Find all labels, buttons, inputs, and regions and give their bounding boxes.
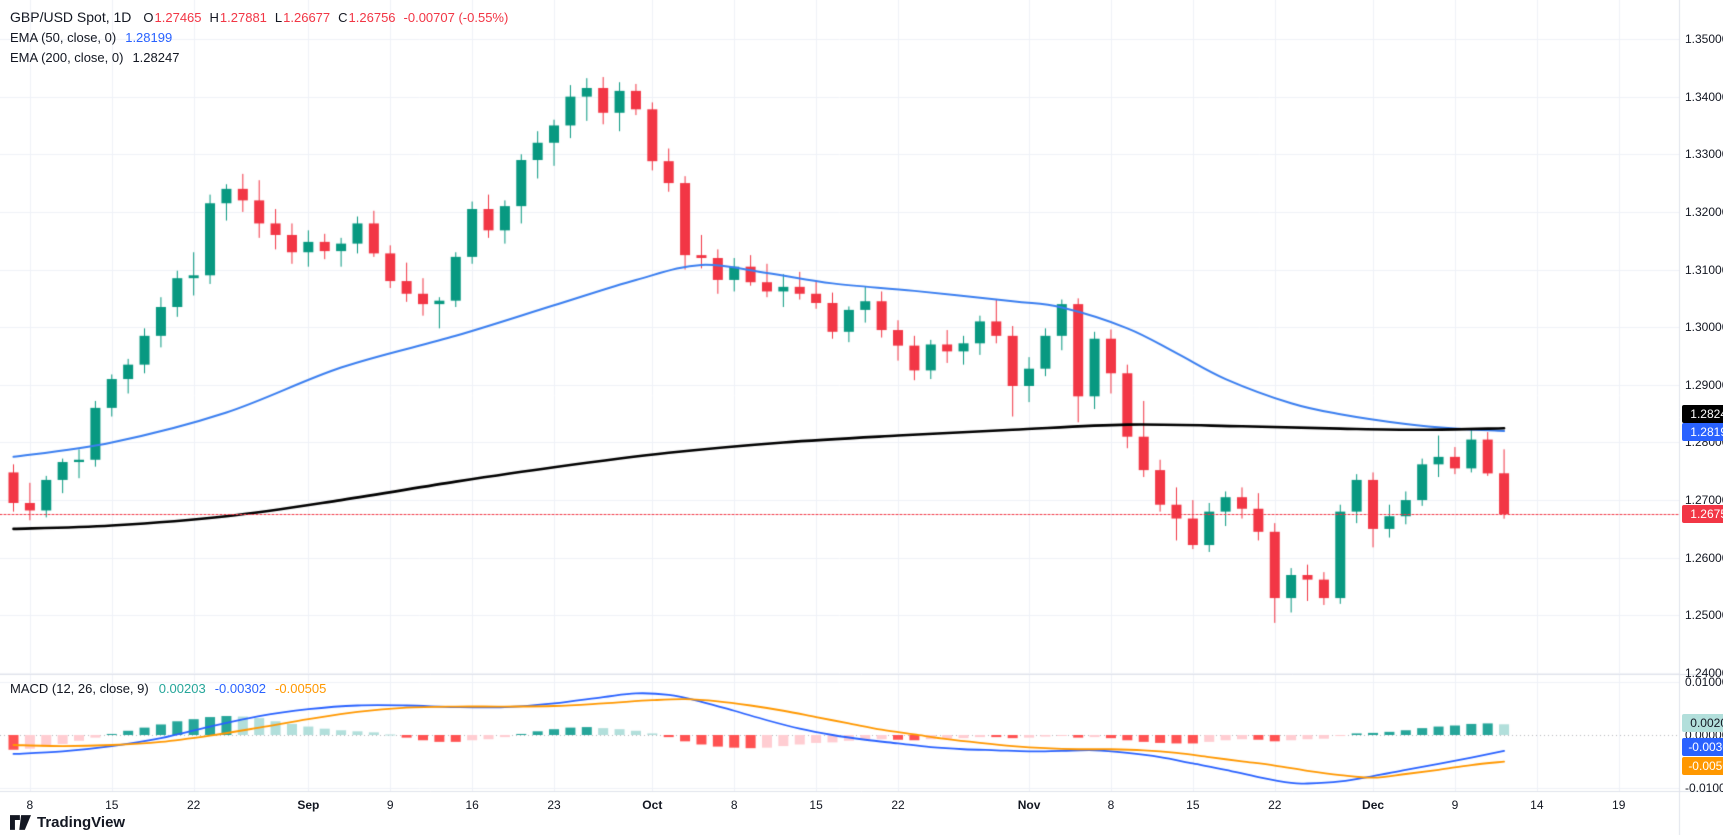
- time-tick-label: 16: [465, 798, 479, 812]
- ema200-price-badge: 1.28247: [1682, 405, 1723, 424]
- price-tick-label: 1.30000: [1685, 320, 1723, 335]
- ema50-legend[interactable]: EMA (50, close, 0) 1.28199: [10, 27, 508, 47]
- price-tick-label: 1.35000: [1685, 32, 1723, 46]
- ema50-label: EMA (50, close, 0): [10, 29, 117, 45]
- time-tick-label: 8: [730, 798, 738, 812]
- time-tick-label: Nov: [1017, 798, 1041, 812]
- high-pair: H1.27881: [210, 10, 267, 25]
- time-tick-label: 8: [26, 798, 34, 812]
- macd-signal-value: -0.00505: [275, 680, 327, 696]
- last-price-badge: 1.26756: [1682, 505, 1723, 524]
- open-label: O: [143, 9, 154, 25]
- open-value: 1.27465: [154, 9, 202, 25]
- macd-signal-badge: -0.00505: [1682, 756, 1723, 775]
- close-pair: C1.26756: [338, 10, 395, 25]
- symbol-title: GBP/USD Spot, 1D: [10, 9, 132, 25]
- price-tick-label: 1.27000: [1685, 493, 1723, 508]
- time-tick-label: Sep: [297, 798, 320, 812]
- open-pair: O1.27465: [143, 10, 201, 25]
- time-tick-label: 15: [809, 798, 823, 812]
- low-value: 1.26677: [283, 9, 331, 25]
- high-label: H: [209, 9, 219, 25]
- price-tick-label: 1.25000: [1685, 608, 1723, 623]
- low-pair: L1.26677: [275, 10, 330, 25]
- time-tick-label: Dec: [1362, 798, 1385, 812]
- time-tick-label: 22: [186, 798, 201, 812]
- change-value: -0.00707 (-0.55%): [403, 9, 509, 25]
- tradingview-logo-icon: [10, 815, 31, 830]
- macd-hist-badge: 0.00203: [1682, 714, 1723, 733]
- time-tick-label: 22: [891, 798, 905, 812]
- low-label: L: [274, 9, 283, 25]
- time-tick-label: 9: [1451, 798, 1459, 812]
- price-tick-label: 1.31000: [1685, 262, 1723, 277]
- close-label: C: [338, 9, 348, 25]
- close-value: 1.26756: [348, 9, 396, 25]
- price-tick-label: 1.33000: [1685, 147, 1723, 162]
- ema50-price-badge: 1.28199: [1682, 422, 1723, 441]
- time-tick-label: 14: [1530, 798, 1544, 812]
- price-tick-label: 1.34000: [1685, 89, 1723, 104]
- macd-hist-value: 0.00203: [158, 680, 206, 696]
- symbol-legend[interactable]: GBP/USD Spot, 1D O1.27465 H1.27881 L1.26…: [10, 7, 508, 27]
- time-tick-label: 19: [1612, 798, 1626, 812]
- ema200-label: EMA (200, close, 0): [10, 49, 124, 65]
- tradingview-watermark[interactable]: TradingView: [10, 814, 125, 831]
- macd-legend[interactable]: MACD (12, 26, close, 9) 0.00203 -0.00302…: [10, 678, 326, 698]
- macd-label: MACD (12, 26, close, 9): [10, 680, 149, 696]
- time-tick-label: 15: [105, 798, 119, 812]
- watermark-text: TradingView: [37, 814, 126, 831]
- time-tick-label: 9: [386, 798, 394, 812]
- time-tick-label: 23: [547, 798, 561, 812]
- price-tick-label: 1.32000: [1685, 204, 1723, 219]
- ema200-value: 1.28247: [132, 49, 180, 65]
- price-tick-label: 1.29000: [1685, 377, 1723, 392]
- time-tick-label: 8: [1107, 798, 1115, 812]
- macd-line-value: -0.00302: [214, 680, 267, 696]
- time-tick-label: 15: [1186, 798, 1200, 812]
- time-tick-label: Oct: [642, 798, 663, 812]
- ema200-legend[interactable]: EMA (200, close, 0) 1.28247: [10, 47, 508, 67]
- macd-line-badge: -0.00302: [1682, 737, 1723, 756]
- main-legend: GBP/USD Spot, 1D O1.27465 H1.27881 L1.26…: [10, 7, 508, 67]
- time-tick-label: 22: [1268, 798, 1282, 812]
- high-value: 1.27881: [219, 9, 267, 25]
- price-tick-label: 1.26000: [1685, 550, 1723, 565]
- ema50-value: 1.28199: [125, 29, 173, 45]
